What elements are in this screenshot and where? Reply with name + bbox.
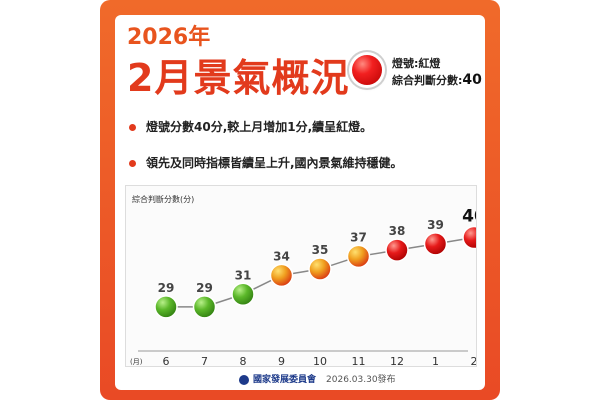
x-tick-label: 8 — [240, 355, 247, 366]
signal-label: 燈號:紅燈 — [392, 57, 441, 70]
signal-info: 燈號:紅燈 綜合判斷分數:40 — [392, 55, 482, 89]
bullet-text: 燈號分數40分,較上月增加1分,續呈紅燈。 — [146, 120, 373, 134]
x-tick-label: 7 — [201, 355, 208, 366]
data-label: 39 — [427, 218, 444, 232]
data-label: 38 — [389, 224, 406, 238]
data-point — [308, 257, 332, 281]
data-label: 35 — [312, 243, 329, 257]
ndc-logo-icon — [239, 374, 249, 385]
data-point — [462, 225, 476, 250]
footer: 國家發展委員會 2026.03.30發布 — [239, 372, 396, 385]
page-title: 2月景氣概況 — [127, 56, 350, 100]
data-point — [423, 232, 448, 256]
data-point — [231, 282, 255, 307]
footer-logo-text: 國家發展委員會 — [253, 375, 317, 385]
bullet-dot-icon — [129, 160, 136, 167]
x-tick-label: 1 — [432, 355, 439, 366]
x-tick-label: 12 — [390, 355, 404, 366]
data-label: 37 — [350, 230, 367, 244]
x-tick-label: 9 — [278, 355, 285, 366]
x-tick-label: 11 — [352, 355, 366, 366]
data-label: 34 — [273, 249, 290, 263]
bullet-text: 領先及同時指標皆續呈上升,國內景氣維持穩健。 — [146, 156, 403, 170]
data-point — [385, 238, 409, 262]
info-card: 2026年 2月景氣概況 燈號:紅燈 綜合判斷分數:40 燈號分數40分,較上月… — [115, 15, 485, 390]
y-axis-label: 綜合判斷分數(分) — [132, 194, 194, 204]
data-label: 29 — [158, 281, 175, 295]
year-title: 2026年 — [127, 25, 211, 50]
bullet-item: 領先及同時指標皆續呈上升,國內景氣維持穩健。 — [129, 154, 403, 171]
publish-date: 2026.03.30發布 — [326, 375, 396, 385]
x-tick-label: 2 — [471, 355, 477, 366]
data-label: 40 — [462, 207, 476, 227]
score-line: 綜合判斷分數:40 — [392, 72, 482, 89]
chart-panel: 綜合判斷分數(分)2929313435373839406789101112202… — [125, 185, 477, 367]
x-tick-label: 10 — [313, 355, 327, 366]
data-point — [346, 244, 371, 269]
data-label: 31 — [235, 268, 252, 282]
bullet-item: 燈號分數40分,較上月增加1分,續呈紅燈。 — [129, 118, 372, 135]
x-axis-label: (月) — [130, 358, 143, 366]
background-frame: 2026年 2月景氣概況 燈號:紅燈 綜合判斷分數:40 燈號分數40分,較上月… — [100, 0, 500, 400]
data-point — [269, 263, 294, 288]
red-signal-light-icon — [352, 55, 382, 85]
data-point — [192, 295, 217, 319]
data-point — [154, 295, 178, 319]
score-label: 綜合判斷分數: — [392, 74, 463, 87]
x-tick-label: 6 — [163, 355, 170, 366]
score-line-chart: 綜合判斷分數(分)2929313435373839406789101112202… — [130, 194, 477, 366]
score-value: 40 — [462, 72, 482, 88]
data-label: 29 — [196, 281, 213, 295]
bullet-dot-icon — [129, 124, 136, 131]
